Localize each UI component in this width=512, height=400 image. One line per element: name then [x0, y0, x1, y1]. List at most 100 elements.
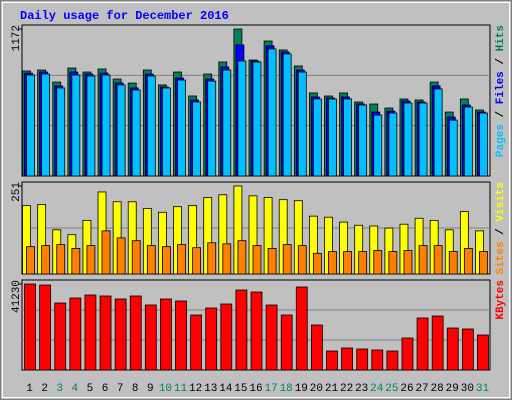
bar	[295, 286, 308, 371]
bar	[418, 245, 428, 275]
x-tick-label: 10	[159, 383, 172, 395]
bar	[41, 73, 51, 177]
x-tick-label: 15	[234, 383, 247, 395]
bar	[328, 251, 337, 275]
bar	[54, 302, 67, 371]
x-tick-label: 1	[26, 383, 33, 395]
bar	[177, 79, 186, 177]
x-tick-label: 4	[72, 383, 79, 395]
bar	[373, 114, 383, 177]
legend-separator: /	[495, 51, 507, 71]
bar	[205, 307, 218, 371]
bar	[341, 347, 353, 371]
x-tick-label: 12	[189, 383, 202, 395]
bar	[388, 112, 398, 177]
bar	[175, 300, 187, 371]
bar	[162, 87, 171, 177]
bar	[160, 298, 172, 371]
legend: Pages / Files / Hits	[495, 25, 507, 157]
bar	[343, 251, 352, 275]
x-tick-label: 23	[355, 383, 368, 395]
bar	[388, 251, 398, 275]
x-tick-label: 16	[249, 383, 262, 395]
x-tick-label: 3	[56, 383, 63, 395]
x-tick-label: 18	[280, 383, 293, 395]
bar	[356, 348, 369, 371]
bar	[41, 245, 51, 275]
bar	[433, 245, 443, 275]
bar	[146, 245, 156, 275]
bar	[146, 75, 156, 177]
x-tick-label: 31	[476, 383, 490, 395]
bar	[252, 245, 262, 275]
bar	[237, 240, 247, 275]
bar	[39, 284, 52, 371]
bar	[144, 304, 157, 371]
bar	[131, 240, 141, 275]
bar	[220, 303, 233, 371]
bar	[71, 74, 81, 177]
bar	[162, 246, 171, 275]
bar	[116, 237, 126, 275]
legend-separator: /	[495, 222, 507, 242]
legend-entry: Sites	[495, 241, 507, 274]
bar	[114, 298, 127, 371]
bar	[86, 245, 96, 275]
bar	[403, 250, 413, 275]
x-tick-label: 27	[415, 383, 428, 395]
x-tick-label: 19	[295, 383, 308, 395]
bar	[222, 69, 232, 177]
bar	[328, 98, 337, 177]
legend: Sites / Visits	[495, 182, 507, 274]
bar	[192, 247, 202, 275]
legend-separator: /	[495, 104, 507, 124]
bar	[343, 98, 352, 177]
bar	[190, 314, 203, 371]
x-tick-label: 26	[400, 383, 413, 395]
bar	[297, 245, 307, 275]
bar	[24, 283, 36, 371]
y-tick-label: 1172	[11, 25, 23, 51]
x-tick-label: 2	[41, 383, 48, 395]
bar	[56, 87, 66, 177]
bar	[373, 250, 383, 275]
bar	[207, 80, 217, 177]
bar	[235, 289, 248, 371]
bar	[222, 243, 232, 275]
bar	[129, 295, 142, 371]
bar	[448, 251, 458, 275]
legend-entry: Files	[495, 71, 507, 104]
x-tick-label: 9	[147, 383, 154, 395]
bar	[84, 294, 97, 371]
bar	[479, 251, 488, 275]
legend-entry: KBytes	[495, 280, 507, 320]
x-tick-label: 14	[219, 383, 233, 395]
bar	[312, 252, 322, 275]
x-tick-label: 29	[446, 383, 459, 395]
bar	[265, 304, 278, 371]
bar	[297, 71, 307, 177]
bar	[267, 48, 277, 177]
bar	[386, 350, 399, 371]
x-tick-label: 6	[102, 383, 109, 395]
bar	[446, 327, 459, 371]
bar	[326, 350, 338, 371]
bar	[116, 84, 126, 177]
bar	[310, 324, 323, 371]
bar	[26, 74, 35, 177]
bar	[477, 334, 489, 371]
bar	[431, 315, 444, 371]
legend: KBytes	[495, 280, 507, 320]
bar	[403, 102, 413, 177]
bar	[282, 53, 292, 177]
bar	[371, 349, 384, 371]
bar	[69, 297, 82, 371]
bar	[237, 60, 247, 177]
x-tick-label: 25	[385, 383, 398, 395]
bar	[280, 314, 293, 371]
bar	[101, 74, 111, 177]
bar	[416, 317, 429, 371]
bar	[312, 98, 322, 177]
